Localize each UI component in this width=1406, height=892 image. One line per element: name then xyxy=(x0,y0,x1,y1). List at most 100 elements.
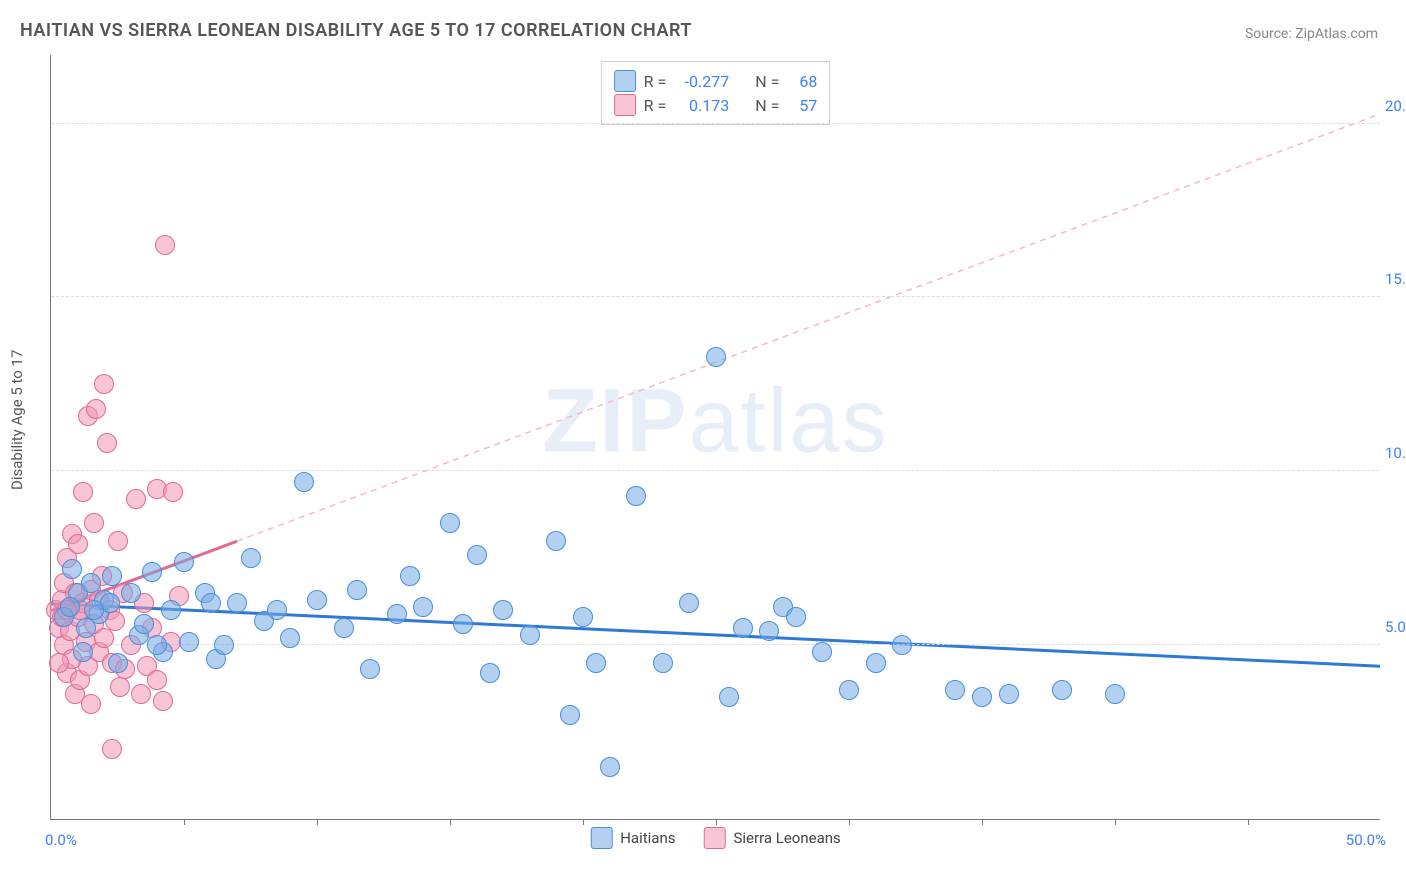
data-point xyxy=(68,534,88,554)
x-tick-mark xyxy=(1248,819,1249,825)
data-point xyxy=(546,531,566,551)
data-point xyxy=(179,632,199,652)
data-point xyxy=(307,590,327,610)
trend-line xyxy=(237,114,1380,541)
data-point xyxy=(480,663,500,683)
watermark: ZIPatlas xyxy=(542,370,888,473)
data-point xyxy=(155,235,175,255)
data-point xyxy=(81,573,101,593)
data-point xyxy=(86,399,106,419)
data-point xyxy=(360,659,380,679)
stats-r-value-sierra: 0.173 xyxy=(674,96,729,115)
data-point xyxy=(94,628,114,648)
x-min-label: 0.0% xyxy=(45,831,77,849)
stats-row-sierra: R = 0.173 N = 57 xyxy=(614,94,818,116)
data-point xyxy=(134,614,154,634)
data-point xyxy=(839,680,859,700)
data-point xyxy=(81,694,101,714)
data-point xyxy=(201,593,221,613)
correlation-stats-box: R = -0.277 N = 68 R = 0.173 N = 57 xyxy=(601,61,831,125)
data-point xyxy=(892,635,912,655)
data-point xyxy=(626,486,646,506)
data-point xyxy=(866,653,886,673)
data-point xyxy=(280,628,300,648)
watermark-zip: ZIP xyxy=(542,371,688,471)
y-tick-label: 10.0% xyxy=(1385,444,1406,462)
x-tick-mark xyxy=(1115,819,1116,825)
legend-label-haitians: Haitians xyxy=(620,829,675,847)
x-tick-mark xyxy=(184,819,185,825)
data-point xyxy=(719,687,739,707)
data-point xyxy=(387,604,407,624)
data-point xyxy=(600,757,620,777)
data-point xyxy=(73,482,93,502)
data-point xyxy=(972,687,992,707)
stats-n-label: N = xyxy=(755,72,779,91)
data-point xyxy=(520,625,540,645)
data-point xyxy=(102,739,122,759)
gridline xyxy=(51,644,1380,645)
data-point xyxy=(1105,684,1125,704)
data-point xyxy=(493,600,513,620)
y-tick-label: 20.0% xyxy=(1385,97,1406,115)
data-point xyxy=(294,472,314,492)
data-point xyxy=(62,559,82,579)
data-point xyxy=(334,618,354,638)
data-point xyxy=(163,482,183,502)
y-axis-label: Disability Age 5 to 17 xyxy=(8,270,26,570)
data-point xyxy=(49,653,69,673)
stats-n-value-haitians: 68 xyxy=(787,72,817,91)
swatch-sierra-icon xyxy=(703,827,725,849)
stats-r-label: R = xyxy=(644,96,667,115)
swatch-sierra xyxy=(614,94,636,116)
swatch-haitians xyxy=(614,70,636,92)
data-point xyxy=(733,618,753,638)
x-tick-mark xyxy=(583,819,584,825)
data-point xyxy=(84,513,104,533)
x-max-label: 50.0% xyxy=(1346,831,1386,849)
chart-container: HAITIAN VS SIERRA LEONEAN DISABILITY AGE… xyxy=(0,0,1406,892)
stats-n-value-sierra: 57 xyxy=(787,96,817,115)
data-point xyxy=(560,705,580,725)
stats-r-label: R = xyxy=(644,72,667,91)
data-point xyxy=(573,607,593,627)
data-point xyxy=(453,614,473,634)
data-point xyxy=(161,600,181,620)
data-point xyxy=(413,597,433,617)
data-point xyxy=(131,684,151,704)
x-tick-mark xyxy=(317,819,318,825)
chart-title: HAITIAN VS SIERRA LEONEAN DISABILITY AGE… xyxy=(20,20,692,41)
data-point xyxy=(126,489,146,509)
data-point xyxy=(153,691,173,711)
stats-n-label: N = xyxy=(755,96,779,115)
data-point xyxy=(679,593,699,613)
trend-lines-svg xyxy=(51,55,1380,819)
watermark-atlas: atlas xyxy=(688,371,888,471)
data-point xyxy=(400,566,420,586)
source-attribution: Source: ZipAtlas.com xyxy=(1245,26,1378,42)
data-point xyxy=(267,600,287,620)
data-point xyxy=(108,653,128,673)
data-point xyxy=(347,580,367,600)
data-point xyxy=(147,670,167,690)
data-point xyxy=(108,531,128,551)
data-point xyxy=(706,347,726,367)
data-point xyxy=(440,513,460,533)
data-point xyxy=(759,621,779,641)
data-point xyxy=(110,677,130,697)
data-point xyxy=(786,607,806,627)
data-point xyxy=(945,680,965,700)
stats-r-value-haitians: -0.277 xyxy=(674,72,729,91)
y-tick-label: 5.0% xyxy=(1385,618,1406,636)
data-point xyxy=(147,635,167,655)
data-point xyxy=(586,653,606,673)
swatch-haitians-icon xyxy=(590,827,612,849)
plot-area: ZIPatlas R = -0.277 N = 68 R = 0.173 N =… xyxy=(50,55,1380,820)
legend-item-haitians: Haitians xyxy=(590,827,675,849)
data-point xyxy=(214,635,234,655)
data-point xyxy=(653,653,673,673)
trend-line xyxy=(51,604,1380,667)
data-point xyxy=(999,684,1019,704)
x-tick-mark xyxy=(982,819,983,825)
data-point xyxy=(97,433,117,453)
